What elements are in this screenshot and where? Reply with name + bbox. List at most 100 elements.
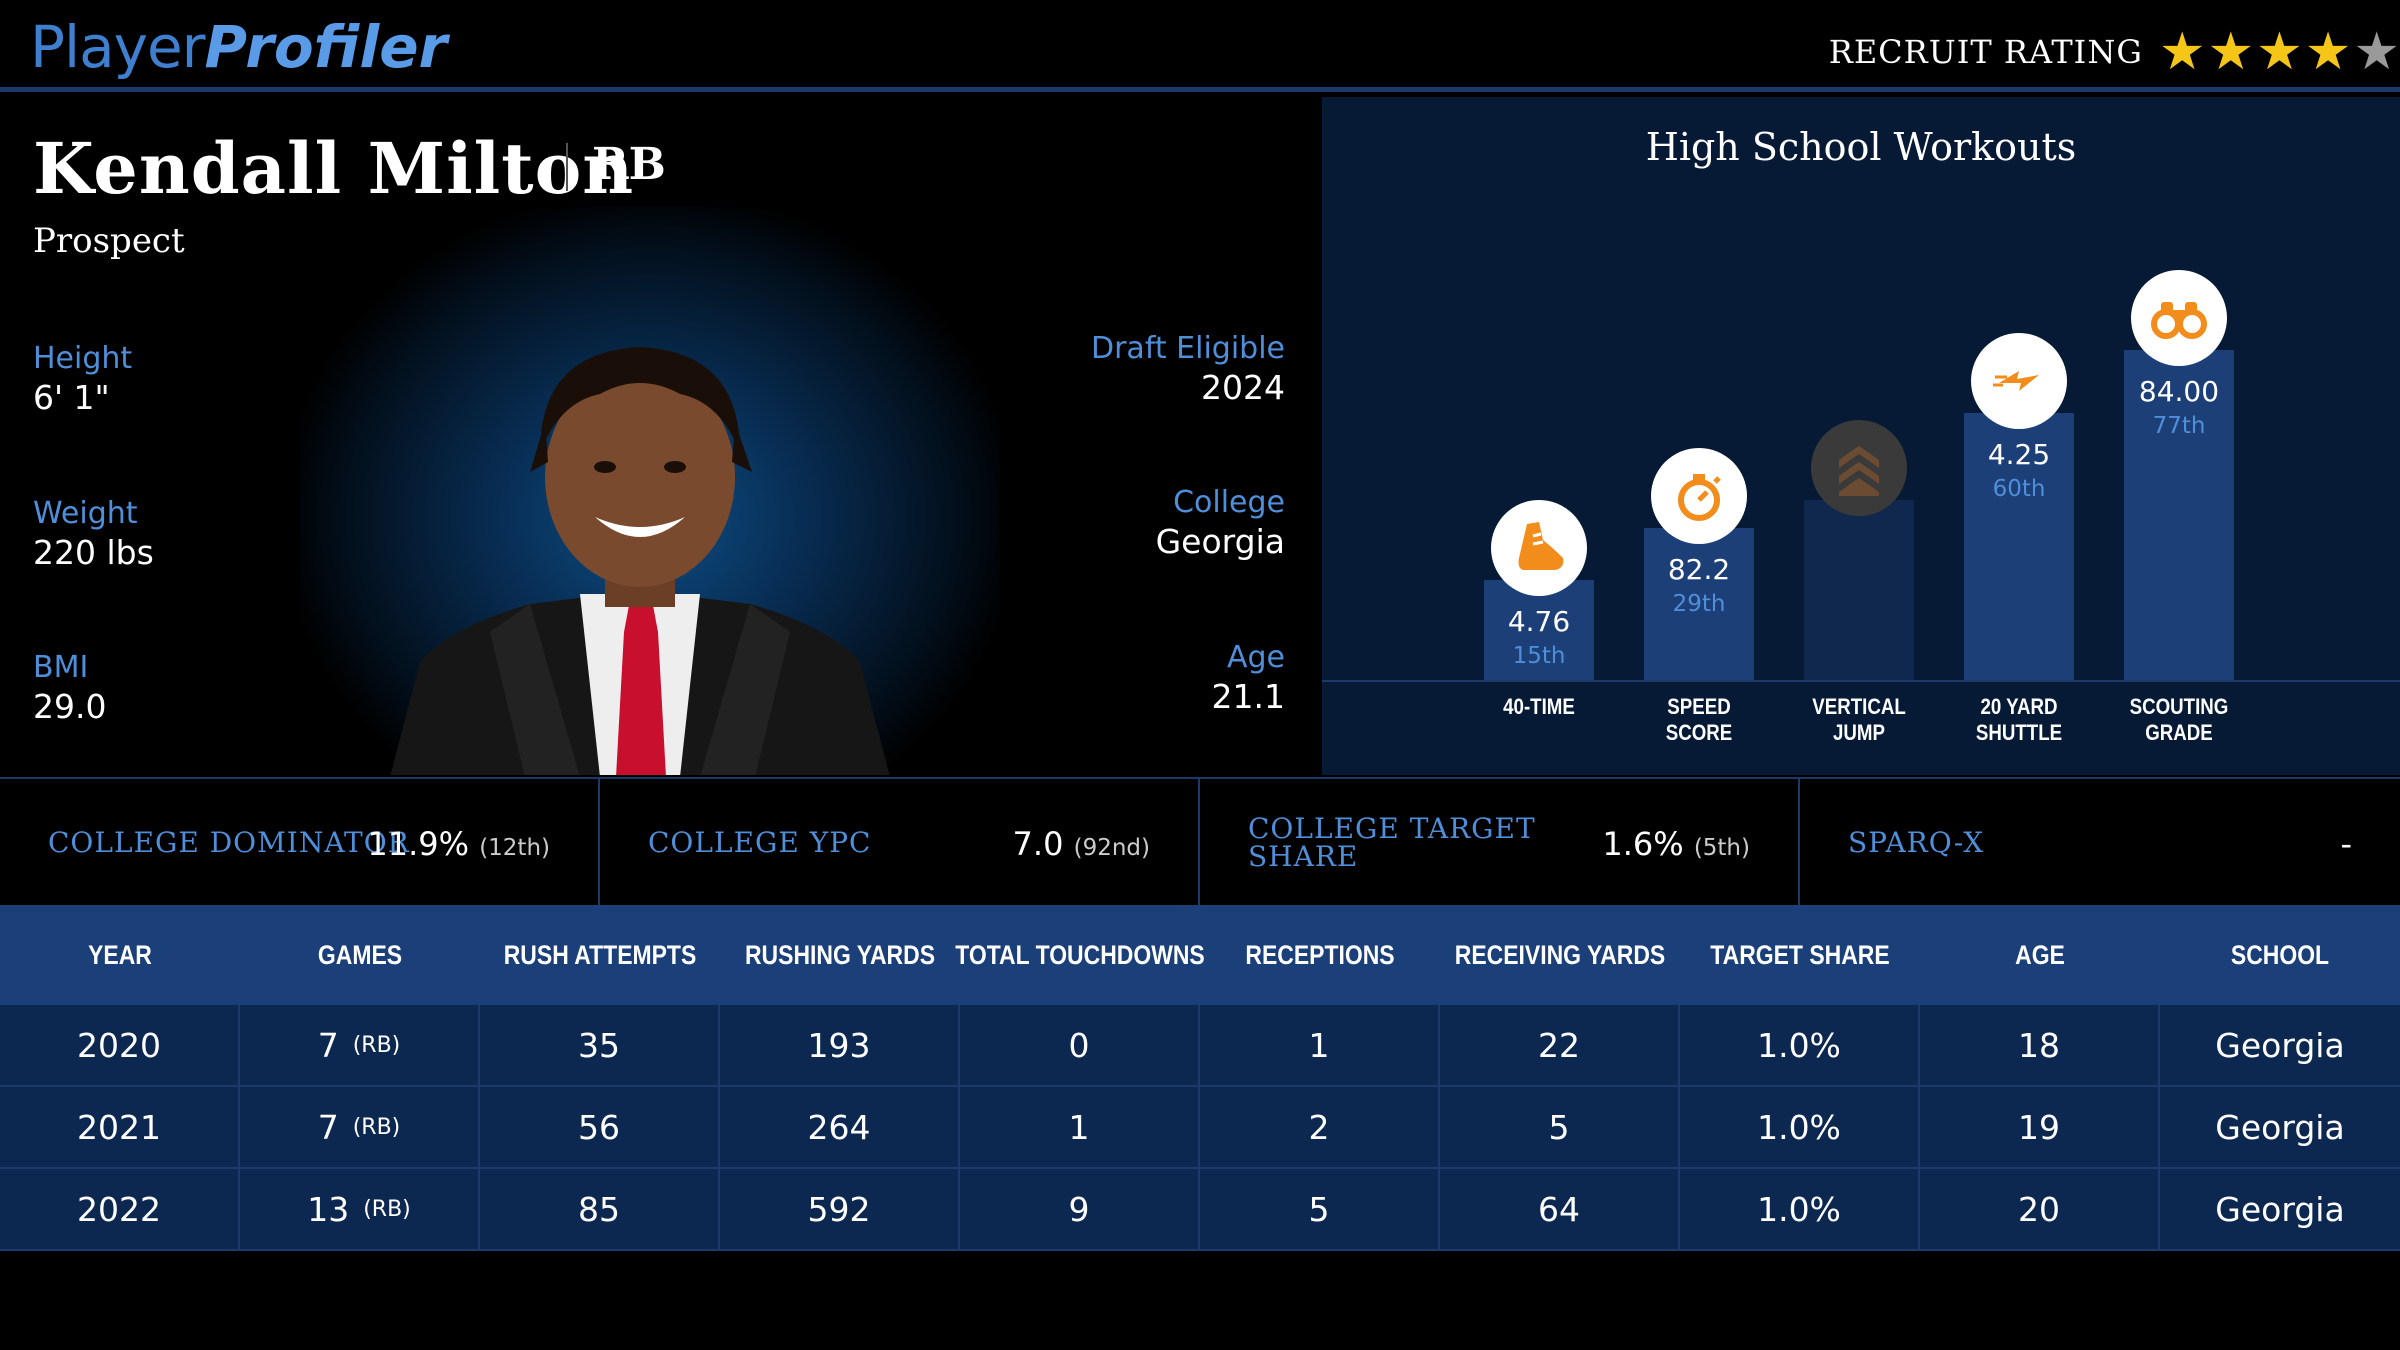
metric-label-line2: SHARE <box>1248 840 1359 873</box>
player-name: Kendall Milton <box>33 127 635 210</box>
cell-value: 193 <box>807 1025 871 1065</box>
workout-label: 20 YARD SHUTTLE <box>1951 694 2087 746</box>
weight-stat: Weight 220 lbs <box>33 495 154 573</box>
star-icon: ★ <box>2207 22 2255 82</box>
cell-value: 20 <box>2018 1189 2060 1229</box>
column-header-rush-attempts[interactable]: RUSH ATTEMPTS <box>503 939 697 970</box>
column-header-rushing-yards[interactable]: RUSHING YARDS <box>744 939 936 970</box>
table-cell-tds: 9 <box>960 1169 1200 1249</box>
recruit-rating-label: RECRUIT RATING <box>1828 33 2143 71</box>
column-header-school[interactable]: SCHOOL <box>2230 939 2330 970</box>
table-cell-school: Georgia <box>2160 1169 2400 1249</box>
player-position: RB <box>592 139 666 190</box>
column-header-receptions[interactable]: RECEPTIONS <box>1245 939 1395 970</box>
metric-value: 7.0 (92nd) <box>1013 825 1150 863</box>
table-cell-rec: 5 <box>1200 1169 1440 1249</box>
workout-label-line2: SHUTTLE <box>1975 720 2063 745</box>
position-tag: (RB) <box>363 1196 411 1222</box>
metric-college-target-share: COLLEGE TARGET SHARE 1.6% (5th) <box>1200 779 1800 907</box>
table-cell-tds: 0 <box>960 1005 1200 1085</box>
age-stat: Age 21.1 <box>1212 639 1285 717</box>
metric-rank: (12th) <box>479 835 550 861</box>
workout-label-line1: SCOUTING <box>2129 694 2229 719</box>
metric-rank: (92nd) <box>1073 835 1150 861</box>
cell-value: Georgia <box>2215 1107 2345 1147</box>
cell-value: 1.0% <box>1757 1107 1841 1147</box>
table-cell-school: Georgia <box>2160 1087 2400 1167</box>
college-metrics-row: COLLEGE DOMINATOR 11.9% (12th) COLLEGE Y… <box>0 777 2400 907</box>
position-tag: (RB) <box>352 1032 401 1058</box>
weight-label: Weight <box>33 496 138 531</box>
cell-value: 592 <box>807 1189 871 1229</box>
workout-bar <box>1484 580 1594 680</box>
player-status: Prospect <box>33 221 185 261</box>
metric-value-text: 1.6% <box>1602 825 1684 863</box>
cell-value: 0 <box>1068 1025 1090 1065</box>
workout-label-line1: VERTICAL <box>1812 694 1906 719</box>
cell-value: 1 <box>1308 1025 1330 1065</box>
workouts-title: High School Workouts <box>1645 125 2077 169</box>
metric-value-text: 7.0 <box>1012 825 1064 863</box>
metric-value: - <box>2340 825 2352 863</box>
table-cell-year: 2020 <box>0 1005 240 1085</box>
cell-value: 264 <box>807 1107 871 1147</box>
workout-label: SCOUTING GRADE <box>2111 694 2247 746</box>
college-value: Georgia <box>1155 522 1285 561</box>
binoculars-icon <box>2131 270 2227 366</box>
cell-value: 7 <box>317 1025 339 1065</box>
workout-label-line2: SCORE <box>1665 720 1733 745</box>
cell-value: 35 <box>578 1025 620 1065</box>
bmi-stat: BMI 29.0 <box>33 649 106 727</box>
metric-value: 1.6% (5th) <box>1602 825 1750 863</box>
table-cell-rec: 2 <box>1200 1087 1440 1167</box>
logo-part-player: Player <box>30 13 205 81</box>
table-cell-rush-att: 85 <box>480 1169 720 1249</box>
workout-bar <box>1964 413 2074 680</box>
shoe-icon <box>1491 500 1587 596</box>
table-row: 2021 7 (RB) 56 264 1 2 5 1.0% 19 Georgia <box>0 1087 2400 1169</box>
table-cell-year: 2022 <box>0 1169 240 1249</box>
lightning-icon <box>1971 333 2067 429</box>
high-school-workouts-panel: High School Workouts 4.76 15th 40-TIME 82.2… <box>1322 97 2400 775</box>
cell-value: 56 <box>578 1107 620 1147</box>
playerprofiler-logo[interactable]: PlayerProfiler <box>30 12 447 82</box>
table-cell-games: 7 (RB) <box>240 1005 480 1085</box>
star-icon: ★ <box>2304 22 2352 82</box>
column-header-total-touchdowns[interactable]: TOTAL TOUCHDOWNS <box>955 939 1205 970</box>
table-cell-rush-att: 35 <box>480 1005 720 1085</box>
metric-sparq-x: SPARQ-X - <box>1800 779 2400 907</box>
metric-label-text: COLLEGE YPC <box>648 826 872 859</box>
metric-label: COLLEGE TARGET SHARE <box>1248 815 1536 871</box>
college-stat: College Georgia <box>1156 484 1285 562</box>
position-tag: (RB) <box>352 1114 401 1140</box>
chevrons-up-icon <box>1811 420 1907 516</box>
workout-percentile: 15th <box>1512 643 1566 669</box>
cell-value: 64 <box>1538 1189 1580 1229</box>
metric-label-text: COLLEGE DOMINATOR <box>48 826 410 859</box>
cell-value: Georgia <box>2215 1025 2345 1065</box>
column-header-games[interactable]: GAMES <box>317 939 403 970</box>
table-cell-age: 19 <box>1920 1087 2160 1167</box>
column-header-year[interactable]: YEAR <box>88 939 152 970</box>
table-cell-age: 18 <box>1920 1005 2160 1085</box>
table-header: YEAR GAMES RUSH ATTEMPTS RUSHING YARDS TOTAL… <box>0 905 2400 1005</box>
workout-value: 84.00 <box>2138 375 2220 408</box>
metric-value-text: - <box>2340 825 2352 863</box>
column-header-target-share[interactable]: TARGET SHARE <box>1710 939 1890 970</box>
cell-value: 22 <box>1538 1025 1580 1065</box>
table-cell-rush-att: 56 <box>480 1087 720 1167</box>
metric-rank: (5th) <box>1693 835 1750 861</box>
cell-value: 5 <box>1308 1189 1330 1229</box>
star-icon: ★ <box>2158 22 2206 82</box>
bmi-label: BMI <box>33 650 89 685</box>
table-cell-rush-yds: 264 <box>720 1087 960 1167</box>
weight-value: 220 lbs <box>33 533 154 572</box>
table-cell-games: 13 (RB) <box>240 1169 480 1249</box>
height-value: 6' 1" <box>33 378 110 417</box>
column-header-receiving-yards[interactable]: RECEIVING YARDS <box>1454 939 1666 970</box>
college-label: College <box>1173 485 1285 520</box>
cell-value: 2021 <box>77 1107 161 1147</box>
column-header-age[interactable]: AGE <box>2015 939 2065 970</box>
header: PlayerProfiler RECRUIT RATING ★★★★★ <box>0 0 2400 92</box>
metric-label-text: SPARQ-X <box>1848 826 1985 859</box>
